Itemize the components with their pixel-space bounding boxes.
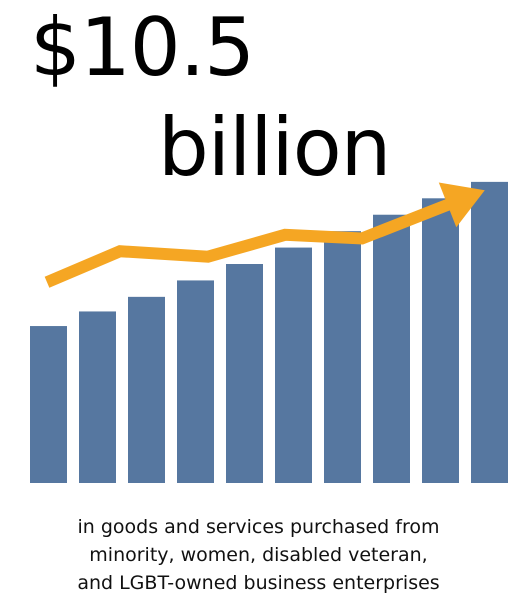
- bar: [128, 296, 165, 483]
- bar: [30, 326, 67, 483]
- bar: [275, 247, 312, 483]
- bar: [471, 181, 508, 483]
- bar-group: [30, 181, 508, 484]
- bar: [79, 311, 116, 483]
- trend-line: [44, 196, 458, 288]
- caption-line-2: minority, women, disabled veteran,: [89, 544, 428, 566]
- caption-line-1: in goods and services purchased from: [77, 516, 440, 538]
- bar: [226, 264, 263, 483]
- bar: [324, 231, 361, 483]
- bar: [422, 198, 459, 484]
- caption: in goods and services purchased from min…: [0, 513, 517, 597]
- bar: [373, 214, 410, 483]
- headline-unit: billion: [158, 101, 391, 194]
- arrow-head: [438, 182, 485, 228]
- caption-line-3: and LGBT-owned business enterprises: [77, 572, 440, 594]
- trend-arrow: [44, 182, 485, 288]
- headline-amount: $10.5: [30, 1, 255, 94]
- bar: [177, 280, 214, 483]
